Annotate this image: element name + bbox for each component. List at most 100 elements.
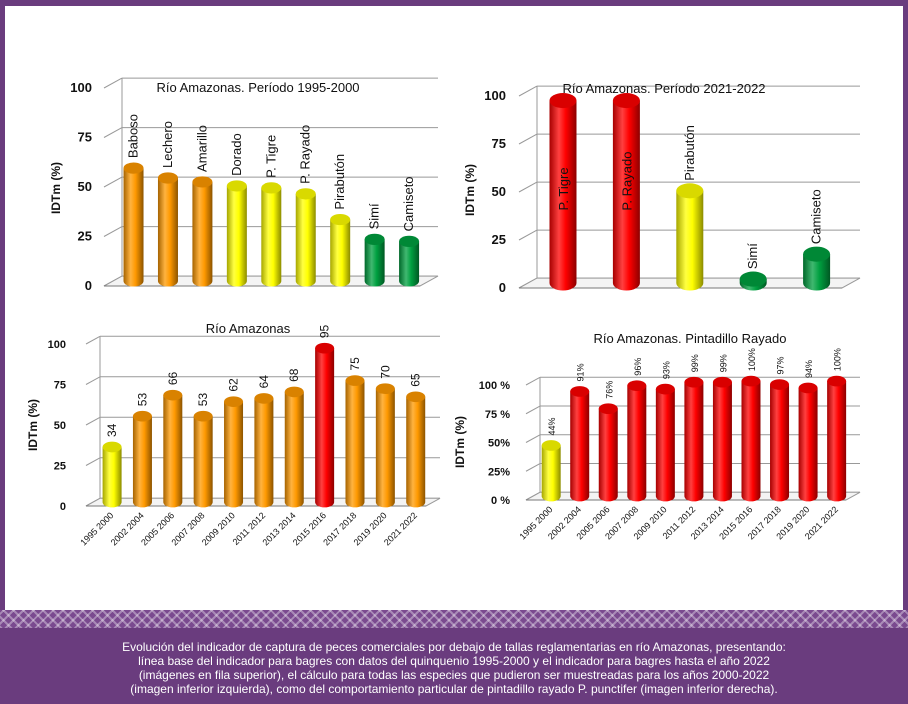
bar-body — [224, 401, 244, 508]
bar-top — [163, 389, 183, 401]
bar — [375, 383, 395, 508]
bar-body — [163, 395, 183, 508]
bar — [224, 396, 244, 508]
bar-body — [684, 382, 704, 502]
bar — [261, 182, 282, 287]
bar-body — [192, 181, 213, 287]
bar-body — [330, 219, 351, 287]
data-label: 66 — [166, 371, 180, 385]
y-tick-label: 50 — [492, 184, 506, 199]
bar-body — [549, 100, 577, 291]
y-axis-label: IDTm (%) — [49, 162, 63, 214]
data-label: 91% — [576, 363, 586, 381]
bar — [330, 213, 351, 287]
data-label: 93% — [661, 361, 671, 379]
bar-body — [541, 445, 561, 502]
bar — [163, 389, 183, 508]
bar — [399, 235, 420, 287]
y-axis-label: IDTm (%) — [463, 164, 477, 216]
chart-title: Río Amazonas — [206, 321, 291, 336]
data-label: 99% — [690, 354, 700, 372]
category-label: Camiseto — [809, 189, 824, 244]
bar-body — [193, 416, 213, 508]
bar-body — [399, 241, 420, 287]
data-label: 53 — [135, 393, 149, 407]
category-label: Pirabutón — [332, 154, 347, 210]
bar — [770, 379, 790, 502]
bar-top — [399, 235, 420, 247]
category-label: Dorado — [229, 133, 244, 176]
bar-top — [741, 375, 761, 387]
y-tick-label: 25 — [54, 461, 66, 473]
data-label: 53 — [196, 393, 210, 407]
caption-line: (imagen inferior izquierda), como del co… — [130, 682, 778, 696]
bar-top — [102, 441, 122, 453]
gridline-depth — [525, 463, 541, 472]
bar — [676, 183, 704, 291]
bar-top — [261, 182, 282, 194]
bar — [364, 233, 385, 287]
bar-top — [598, 403, 618, 414]
bar-top — [655, 383, 675, 395]
data-label: 44% — [547, 417, 557, 435]
bar-body — [598, 408, 618, 502]
bar-body — [284, 391, 304, 508]
y-tick-label: 100 — [70, 80, 92, 95]
bar-top — [770, 379, 790, 390]
gridline-depth — [525, 405, 541, 415]
bar-body — [570, 391, 590, 502]
gridline-depth — [103, 77, 123, 89]
caption-line: Evolución del indicador de captura de pe… — [122, 640, 786, 654]
data-label: 62 — [227, 378, 241, 392]
gridline-depth — [85, 376, 101, 385]
gridline-depth — [85, 416, 101, 426]
category-label: Baboso — [126, 114, 141, 158]
chart-title: Río Amazonas. Período 1995-2000 — [156, 80, 359, 95]
bar-top — [224, 396, 244, 407]
bar-top — [803, 246, 831, 262]
y-tick-label: 75 — [54, 380, 66, 392]
caption-line: línea base del indicador para bagres con… — [138, 654, 770, 668]
category-label: P. Rayado — [298, 125, 313, 184]
data-label: 75 — [348, 357, 362, 371]
bar-body — [157, 178, 178, 287]
bar-body — [226, 185, 247, 287]
bar — [570, 386, 590, 502]
y-tick-label: 100 — [48, 339, 66, 351]
bar-top — [226, 180, 247, 192]
bar — [598, 403, 618, 502]
data-label: 65 — [409, 373, 423, 387]
data-label: 95 — [318, 325, 332, 339]
y-tick-label: 25 — [78, 229, 92, 244]
data-label: 70 — [378, 365, 392, 379]
bar-body — [770, 384, 790, 502]
data-label: 64 — [257, 375, 271, 389]
y-tick-label: 75 — [492, 136, 506, 151]
bar-top — [541, 440, 561, 451]
category-label: P. Tigre — [556, 167, 571, 210]
data-label: 94% — [804, 360, 814, 378]
bar-top — [375, 383, 395, 394]
bar-top — [193, 410, 213, 422]
bar — [102, 441, 122, 508]
data-label: 100% — [833, 348, 843, 371]
bar — [655, 383, 675, 502]
y-tick-label: 100 — [484, 88, 506, 103]
bar-top — [549, 93, 577, 109]
bar — [132, 410, 152, 508]
bar-body — [798, 387, 818, 502]
bar-body — [123, 168, 144, 287]
data-label: 96% — [633, 358, 643, 376]
gridline-depth — [518, 133, 538, 145]
figure-caption: Evolución del indicador de captura de pe… — [40, 640, 868, 696]
bar — [315, 342, 335, 508]
y-tick-label: 25% — [488, 466, 510, 478]
bar-body — [741, 381, 761, 502]
bar-body — [612, 100, 640, 291]
bar — [192, 176, 213, 287]
bar-body — [261, 187, 282, 287]
gridline-depth — [103, 176, 123, 188]
bar-top — [798, 382, 818, 394]
